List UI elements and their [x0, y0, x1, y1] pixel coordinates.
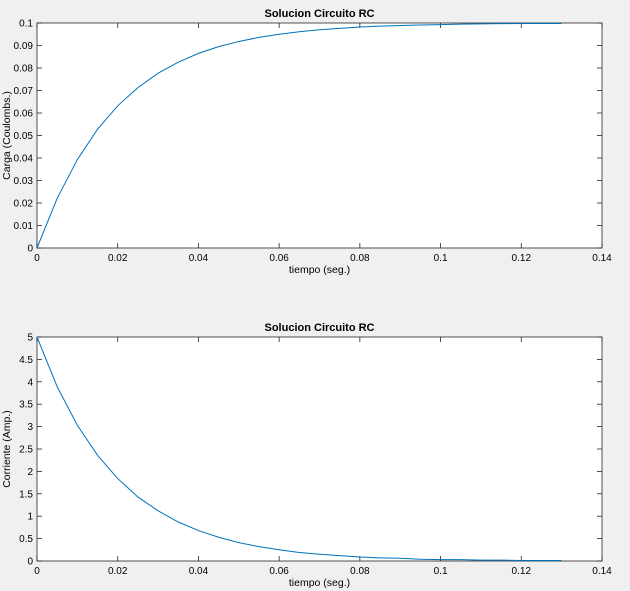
x-tick-label: 0: [34, 566, 40, 577]
x-tick-label: 0.04: [189, 253, 209, 264]
y-tick-label: 0.08: [14, 64, 34, 75]
x-tick-label: 0.08: [350, 566, 370, 577]
y-tick-label: 4: [27, 377, 33, 388]
y-tick-label: 2.5: [19, 445, 33, 456]
x-tick-label: 0.12: [512, 253, 532, 264]
y-tick-label: 4.5: [19, 355, 33, 366]
y-tick-label: 2: [27, 467, 33, 478]
y-tick-label: 1.5: [19, 489, 33, 500]
y-tick-label: 0.02: [14, 199, 34, 210]
y-axis-label: Corriente (Amp.): [1, 410, 13, 488]
x-tick-label: 0.04: [189, 566, 209, 577]
chart-2: 0 0.02 0.04 0.06 0.08 0.1 0.12 0.14 0 0.5 1 1.5 2 2.5…: [1, 322, 612, 589]
y-tick-label: 0: [27, 557, 33, 568]
y-tick-label: 0.07: [14, 86, 34, 97]
plot-area: [36, 336, 603, 562]
x-tick-label: 0.06: [269, 253, 289, 264]
y-tick-label: 0.09: [14, 41, 34, 52]
chart-1: 0 0.02 0.04 0.06 0.08 0.1 0.12 0.14 0 0.01 0.02 0.0…: [1, 8, 612, 276]
chart-title: Solucion Circuito RC: [265, 8, 375, 20]
series-line: [36, 22, 562, 249]
y-tick-label: 3.5: [19, 400, 33, 411]
x-tick-label: 0.1: [434, 253, 448, 264]
y-axis-label: Carga (Coulombs.): [1, 91, 13, 180]
x-tick-label: 0.14: [592, 566, 612, 577]
y-tick-label: 3: [27, 422, 33, 433]
x-tick-label: 0.1: [434, 566, 448, 577]
y-tick-label: 0.03: [14, 176, 34, 187]
x-tick-label: 0.08: [350, 253, 370, 264]
y-tick-label: 5: [27, 333, 33, 344]
y-tick-label: 0.05: [14, 131, 34, 142]
x-axis-label: tiempo (seg.): [289, 577, 350, 589]
x-tick-label: 0.14: [592, 253, 612, 264]
y-tick-label: 1: [27, 512, 33, 523]
y-tick-label: 0.01: [14, 221, 34, 232]
series-line: [36, 336, 562, 562]
x-tick-label: 0.12: [512, 566, 532, 577]
y-tick-label: 0.5: [19, 534, 33, 545]
x-axis-label: tiempo (seg.): [289, 264, 350, 276]
chart-title: Solucion Circuito RC: [265, 322, 375, 334]
y-tick-label: 0.06: [14, 109, 34, 120]
y-tick-label: 0: [27, 244, 33, 255]
y-tick-label: 0.1: [19, 19, 33, 30]
x-tick-label: 0.06: [269, 566, 289, 577]
x-tick-label: 0.02: [108, 566, 128, 577]
y-tick-label: 0.04: [14, 154, 34, 165]
x-tick-label: 0: [34, 253, 40, 264]
x-tick-label: 0.02: [108, 253, 128, 264]
plot-area: [36, 22, 603, 249]
